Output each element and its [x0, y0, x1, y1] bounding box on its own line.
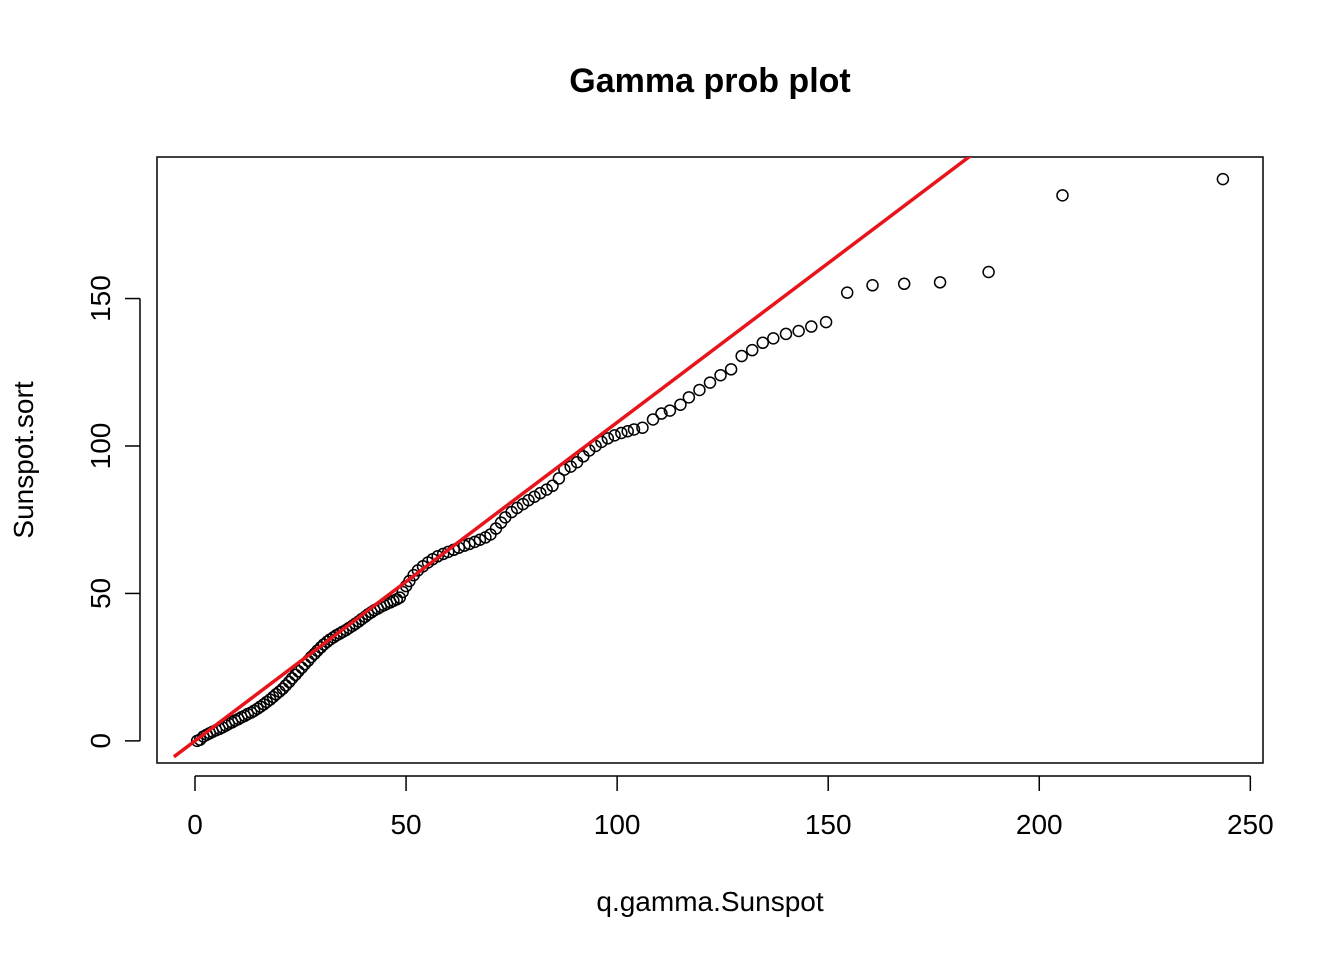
data-point: [534, 486, 547, 500]
data-point: [608, 429, 621, 442]
data-point: [840, 286, 854, 299]
x-axis-label: q.gamma.Sunspot: [596, 886, 823, 917]
y-tick-label: 0: [85, 733, 116, 749]
data-point: [897, 277, 911, 291]
data-point: [615, 426, 628, 440]
data-point: [320, 635, 334, 649]
data-point: [546, 479, 559, 493]
data-point: [601, 432, 615, 445]
data-point: [933, 276, 947, 289]
x-tick-label: 0: [187, 809, 203, 840]
fit-line-group: [172, 157, 972, 759]
data-point: [703, 376, 717, 389]
data-point: [682, 391, 696, 404]
data-point: [251, 702, 264, 715]
data-point: [463, 537, 476, 551]
data-point: [285, 672, 299, 685]
data-point: [276, 682, 290, 695]
data-point: [693, 383, 706, 397]
data-point: [982, 265, 995, 279]
fit-line: [172, 157, 972, 759]
x-tick-label: 50: [390, 809, 421, 840]
y-tick-label: 50: [85, 578, 116, 609]
data-point: [431, 550, 444, 563]
data-point: [458, 539, 471, 552]
data-point: [805, 320, 818, 333]
data-points: [190, 172, 1230, 748]
data-point: [289, 668, 302, 682]
plot-area-frame: [156, 156, 1264, 764]
data-point: [792, 324, 805, 338]
data-point: [636, 421, 649, 434]
data-point: [327, 631, 340, 644]
x-tick-label: 150: [805, 809, 852, 840]
data-point: [292, 665, 305, 678]
x-tick-label: 250: [1227, 809, 1274, 840]
data-point: [674, 398, 687, 411]
data-point: [735, 349, 748, 363]
data-point: [779, 327, 793, 341]
data-point: [724, 363, 738, 376]
y-tick-label: 100: [85, 423, 116, 470]
data-point: [819, 315, 833, 329]
x-tick-label: 100: [594, 809, 641, 840]
data-point: [282, 675, 296, 689]
data-point: [646, 413, 660, 426]
data-point: [1056, 189, 1069, 202]
data-point: [279, 679, 293, 692]
data-point: [756, 336, 770, 350]
data-point: [655, 407, 668, 420]
data-point: [396, 585, 409, 599]
data-point: [621, 424, 634, 438]
data-point: [564, 460, 577, 473]
data-point: [745, 343, 759, 357]
data-point: [627, 423, 641, 436]
y-axis: 0 50 100 150: [85, 275, 141, 749]
data-point: [663, 404, 677, 417]
data-point: [767, 332, 780, 345]
x-tick-label: 200: [1016, 809, 1063, 840]
data-point: [866, 279, 879, 292]
y-axis-label: Sunspot.sort: [8, 381, 39, 538]
data-point: [714, 368, 727, 382]
chart-title: Gamma prob plot: [569, 62, 850, 100]
y-tick-label: 150: [85, 275, 116, 322]
data-point: [552, 472, 566, 485]
data-point: [473, 533, 487, 547]
data-point: [1216, 172, 1230, 186]
x-axis: 0 50 100 150 200 250: [187, 775, 1274, 840]
